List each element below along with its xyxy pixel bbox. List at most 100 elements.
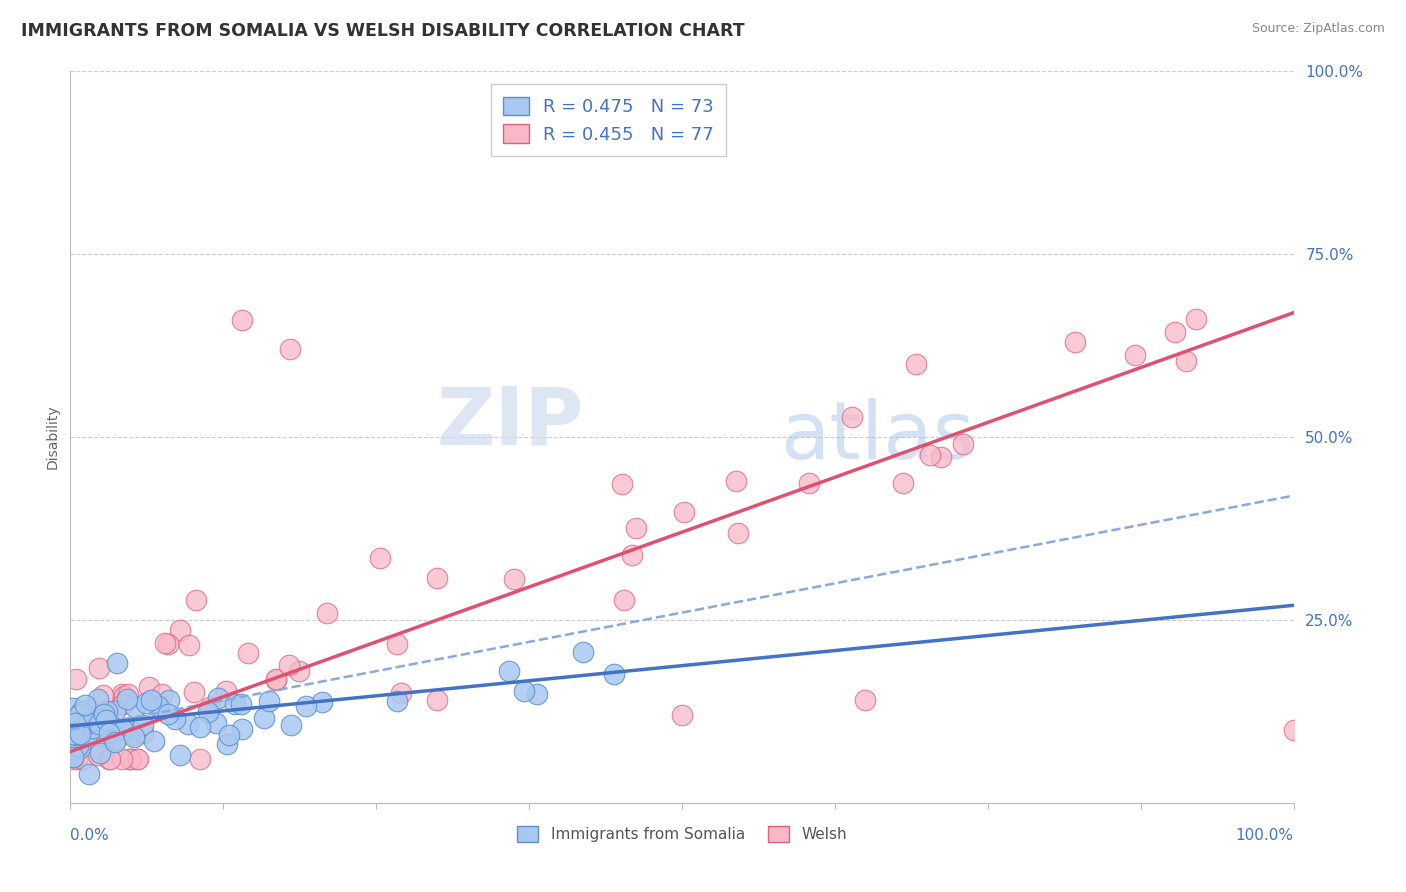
Point <box>218 728 240 742</box>
Point <box>891 475 914 490</box>
Point <box>169 748 191 763</box>
Point <box>76 728 98 742</box>
Text: Source: ZipAtlas.com: Source: ZipAtlas.com <box>1251 22 1385 36</box>
Point <box>104 704 127 718</box>
Point <box>142 733 165 747</box>
Point <box>280 718 302 732</box>
Point <box>111 687 134 701</box>
Point <box>725 474 748 488</box>
Point <box>198 699 221 714</box>
Point <box>66 752 89 766</box>
Point <box>89 661 111 675</box>
Text: 0.0%: 0.0% <box>70 829 110 844</box>
Point <box>188 752 211 766</box>
Point <box>69 740 91 755</box>
Point <box>624 521 647 535</box>
Point <box>111 752 134 766</box>
Point <box>77 716 100 731</box>
Point <box>96 705 118 719</box>
Point <box>127 752 149 766</box>
Point <box>280 343 302 357</box>
Point <box>69 727 91 741</box>
Point <box>118 752 141 766</box>
Point <box>204 715 226 730</box>
Point <box>62 701 84 715</box>
Point <box>67 725 90 739</box>
Point <box>117 687 139 701</box>
Point <box>146 698 169 713</box>
Point <box>97 707 120 722</box>
Point <box>70 716 93 731</box>
Point <box>98 752 121 766</box>
Point <box>1175 354 1198 368</box>
Y-axis label: Disability: Disability <box>45 405 59 469</box>
Point <box>385 694 408 708</box>
Point <box>295 698 318 713</box>
Point <box>311 695 333 709</box>
Point <box>217 737 239 751</box>
Point <box>66 751 89 765</box>
Point <box>156 637 179 651</box>
Point <box>65 672 87 686</box>
Point <box>73 698 96 712</box>
Point <box>67 733 90 747</box>
Point <box>96 713 118 727</box>
Point <box>124 699 146 714</box>
Point <box>153 636 176 650</box>
Point <box>526 687 548 701</box>
Point <box>62 727 84 741</box>
Point <box>797 475 820 490</box>
Point <box>98 726 121 740</box>
Point <box>100 718 122 732</box>
Point <box>288 664 311 678</box>
Point <box>111 697 134 711</box>
Legend: Immigrants from Somalia, Welsh: Immigrants from Somalia, Welsh <box>509 819 855 850</box>
Point <box>620 549 643 563</box>
Point <box>179 638 201 652</box>
Point <box>69 723 91 737</box>
Point <box>1123 348 1146 362</box>
Point <box>77 766 100 780</box>
Text: 100.0%: 100.0% <box>1236 829 1294 844</box>
Point <box>86 740 108 755</box>
Point <box>190 720 212 734</box>
Point <box>118 752 141 766</box>
Point <box>855 693 877 707</box>
Point <box>929 450 952 464</box>
Point <box>72 752 94 766</box>
Point <box>98 723 121 738</box>
Point <box>253 711 276 725</box>
Point <box>368 550 391 565</box>
Point <box>197 705 219 719</box>
Point <box>316 606 339 620</box>
Point <box>82 722 104 736</box>
Point <box>76 714 98 729</box>
Point <box>571 645 593 659</box>
Point <box>236 646 259 660</box>
Point <box>122 731 145 745</box>
Point <box>183 685 205 699</box>
Point <box>70 705 93 719</box>
Point <box>389 686 412 700</box>
Point <box>671 708 693 723</box>
Point <box>103 728 125 742</box>
Point <box>224 697 246 711</box>
Point <box>603 667 626 681</box>
Point <box>169 624 191 638</box>
Point <box>1185 312 1208 326</box>
Point <box>91 688 114 702</box>
Point <box>87 692 110 706</box>
Point <box>105 732 128 747</box>
Point <box>112 723 135 737</box>
Point <box>231 313 253 327</box>
Point <box>141 693 163 707</box>
Point <box>1164 325 1187 339</box>
Point <box>905 357 928 371</box>
Point <box>163 712 186 726</box>
Point <box>62 752 84 766</box>
Point <box>62 750 84 764</box>
Point <box>104 722 127 736</box>
Point <box>135 696 157 710</box>
Point <box>157 692 180 706</box>
Point <box>105 657 128 671</box>
